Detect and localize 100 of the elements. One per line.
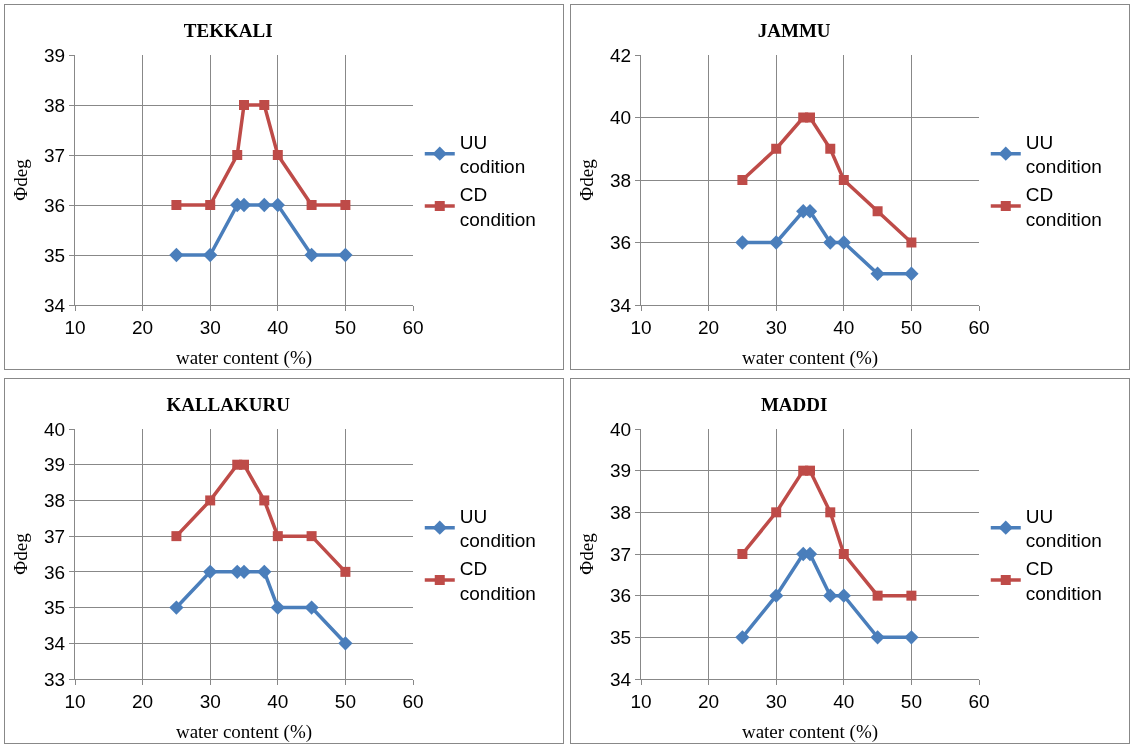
x-tick-label: 50 [900,690,922,712]
y-tick-label: 42 [610,44,632,66]
point [304,600,319,615]
point [870,630,885,645]
y-tick-label: 35 [44,244,66,266]
x-axis-title: water content (%) [741,721,879,743]
legend-label: UU codition [459,131,526,178]
y-axis-title: Φdeg [576,532,597,575]
point [205,495,216,506]
point [257,197,272,213]
y-tick-label: 36 [44,561,66,583]
y-tick-label: 33 [44,668,66,690]
y-tick-label: 36 [610,585,632,607]
point [825,143,836,154]
point [203,564,218,580]
x-tick-label: 50 [334,316,356,338]
x-tick-label: 50 [334,690,356,712]
point [838,549,849,559]
x-tick-label: 10 [630,690,652,712]
y-tick-label: 35 [610,626,632,648]
x-tick-label: 20 [132,690,154,712]
x-tick-label: 20 [698,316,720,338]
x-tick-label: 20 [132,316,154,338]
chart-title: MADDI [760,393,828,415]
point [838,175,849,185]
point [306,200,317,210]
point [872,206,883,217]
point [169,247,184,263]
legend-label: CD condition [1025,558,1102,604]
point [171,200,182,210]
point [823,235,838,250]
point [340,566,351,577]
point [805,465,815,476]
point [805,112,815,123]
point [906,237,917,248]
chart-title: TEKKALI [183,19,273,41]
y-tick-label: 37 [44,144,66,166]
y-tick-label: 36 [610,232,632,254]
legend-label: CD condition [459,558,536,604]
x-axis-title: water content (%) [175,721,313,743]
legend-label: UU condition [459,505,536,552]
y-tick-label: 35 [44,597,66,619]
y-tick-label: 34 [610,294,632,316]
x-tick-label: 40 [267,690,289,712]
point [769,588,784,603]
x-tick-label: 60 [402,690,424,712]
y-tick-label: 39 [44,454,66,476]
point [735,235,750,250]
x-axis-title: water content (%) [175,347,313,369]
point [306,531,317,542]
x-axis-title: water content (%) [741,347,879,369]
point [825,507,836,518]
point [836,235,851,250]
point [270,197,285,213]
point [823,588,838,603]
x-tick-label: 30 [199,316,221,338]
y-tick-label: 34 [610,668,632,690]
y-tick-label: 37 [610,543,632,565]
point [904,266,919,281]
y-tick-label: 38 [610,169,632,191]
y-tick-label: 34 [44,294,66,316]
y-axis-title: Φdeg [10,158,31,201]
x-tick-label: 10 [64,316,86,338]
point [771,143,782,154]
point [257,564,272,580]
y-tick-label: 38 [610,501,632,523]
x-tick-label: 30 [199,690,221,712]
point [272,531,283,542]
point [169,600,184,615]
point [205,200,216,210]
y-tick-label: 40 [610,418,632,440]
y-tick-label: 38 [44,94,66,116]
point [737,549,748,559]
y-axis-title: Φdeg [576,158,597,201]
y-tick-label: 40 [610,107,632,129]
y-tick-label: 39 [610,460,632,482]
y-axis-title: Φdeg [10,532,31,575]
point [338,636,353,651]
point [872,590,883,601]
x-tick-label: 60 [402,316,424,338]
point [272,150,283,160]
x-tick-label: 10 [64,690,86,712]
y-tick-label: 37 [44,525,66,547]
legend-label: UU condition [1025,131,1102,178]
point [304,247,319,263]
chart-title: JAMMU [757,19,831,41]
x-tick-label: 30 [765,316,787,338]
point [338,247,353,263]
y-tick-label: 40 [44,418,66,440]
point [232,150,243,160]
point [906,590,917,601]
legend-label: CD condition [459,184,536,230]
point [270,600,285,615]
point [239,459,249,470]
point [870,266,885,281]
point [340,200,351,210]
x-tick-label: 40 [833,690,855,712]
point [836,588,851,603]
point [259,495,270,506]
point [239,100,249,110]
